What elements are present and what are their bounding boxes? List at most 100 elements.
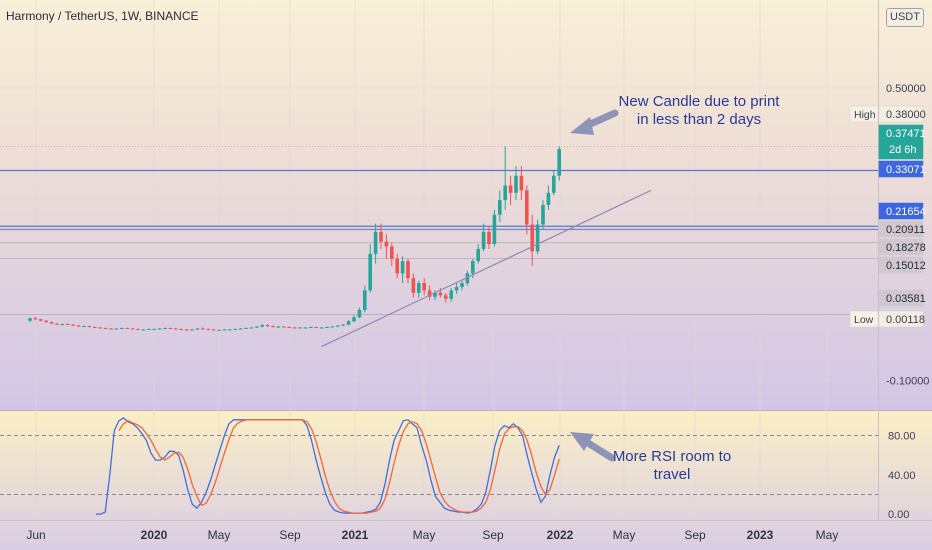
candle-body	[460, 283, 464, 287]
time-tick: May	[208, 528, 231, 542]
price-label-tag: Low	[854, 314, 874, 326]
price-label-box	[878, 160, 924, 178]
candle-body	[552, 175, 556, 193]
chart-title: Harmony / TetherUS, 1W, BINANCE	[6, 9, 199, 23]
candle-body	[60, 324, 65, 326]
candle-body	[352, 317, 356, 322]
price-label-value: 0.00118	[886, 314, 925, 326]
candle-body	[98, 327, 102, 329]
price-tick: -0.10000	[886, 376, 929, 388]
candle-body	[492, 214, 497, 245]
candle-body	[39, 319, 43, 321]
candle-body	[400, 261, 405, 274]
rsi-series-d	[118, 419, 560, 514]
time-tick: Sep	[684, 528, 706, 542]
candle-body	[481, 231, 486, 249]
currency-button[interactable]: USDT	[886, 8, 924, 27]
arrow-shaft	[584, 439, 616, 462]
candle-body	[325, 327, 329, 329]
time-tick: 2020	[141, 528, 168, 542]
candle-body	[303, 327, 308, 329]
candle-body	[368, 253, 372, 291]
candle-body	[363, 290, 367, 310]
annotation-arrows	[570, 109, 619, 462]
candle-body	[319, 327, 324, 329]
candle-body	[217, 329, 221, 331]
candle-annotation-line-1: New Candle due to print	[618, 93, 780, 110]
price-label-value: 0.15012	[886, 260, 926, 272]
rsi-tick: 0.00	[888, 509, 909, 521]
candle-body	[130, 328, 135, 330]
candle-body	[336, 325, 340, 327]
rsi-tick: 80.00	[888, 431, 916, 443]
candle-body	[309, 327, 313, 329]
time-tick: Sep	[482, 528, 504, 542]
candle-body	[206, 328, 210, 330]
candle-body	[525, 190, 529, 225]
candle-body	[71, 324, 75, 326]
candle-body	[406, 261, 410, 279]
candle-body	[125, 328, 129, 329]
price-label-box	[878, 202, 924, 220]
trendline[interactable]	[321, 189, 652, 348]
candle-body	[265, 325, 270, 327]
candle-body	[201, 328, 205, 330]
price-label-value: 0.03581	[886, 293, 926, 305]
candle-body	[233, 328, 237, 330]
candle-body	[454, 287, 459, 291]
horizontal-levels	[0, 146, 878, 315]
candle-body	[49, 322, 54, 324]
candle-body	[168, 328, 173, 329]
grid	[0, 0, 878, 520]
candle-body	[76, 325, 81, 327]
price-label-value: 0.33071	[886, 164, 926, 176]
candle-body	[487, 231, 491, 245]
time-axis[interactable]: Jun 2020 May Sep 2021 May Sep 2022 May Sep 2023 May	[0, 520, 932, 543]
price-label-value: 0.21654	[886, 206, 926, 218]
candle-body	[228, 329, 232, 331]
candle-annotation: New Candle due to print in less than 2 d…	[604, 93, 794, 129]
price-label-value: 0.20911	[886, 224, 925, 236]
candle-body	[190, 329, 194, 331]
candle-body	[438, 292, 443, 296]
candle-body	[103, 328, 108, 329]
candle-body	[163, 328, 167, 329]
candle-body	[546, 192, 551, 205]
arrow-head	[570, 432, 594, 451]
arrow-head	[570, 117, 594, 135]
candle-body	[157, 328, 162, 330]
candle-body	[179, 328, 183, 330]
candle-body	[114, 328, 119, 330]
price-label-box	[878, 238, 924, 256]
price-label-box	[878, 310, 924, 328]
candle-body	[433, 292, 437, 297]
candle-body	[417, 283, 421, 293]
candles	[28, 146, 561, 331]
candle-body	[244, 328, 248, 329]
candle-body	[174, 328, 178, 330]
rsi-annotation: More RSI room to travel	[612, 448, 732, 484]
candle-body	[66, 324, 70, 326]
candle-body	[314, 327, 318, 329]
price-label-box	[878, 256, 924, 274]
candle-body	[471, 261, 475, 274]
price-label-tag-box	[849, 105, 879, 123]
candle-body	[341, 324, 345, 326]
candle-body	[287, 327, 291, 329]
price-axis[interactable]: 0.50000 -0.10000 0.38000 High 0.37471 2d 6h 0.…	[849, 83, 929, 521]
candle-body	[292, 327, 297, 329]
candle-body	[120, 328, 124, 329]
price-label-tag: High	[854, 109, 876, 121]
time-tick: 2021	[342, 528, 369, 542]
ascending-trendline	[321, 189, 652, 348]
candle-body	[195, 328, 200, 330]
candle-body	[282, 326, 286, 328]
candle-body	[541, 205, 545, 225]
candle-body	[136, 328, 140, 330]
candle-body	[514, 175, 518, 193]
candle-body	[330, 326, 335, 328]
candle-body	[390, 246, 394, 259]
time-tick: May	[816, 528, 839, 542]
time-tick: May	[613, 528, 636, 542]
